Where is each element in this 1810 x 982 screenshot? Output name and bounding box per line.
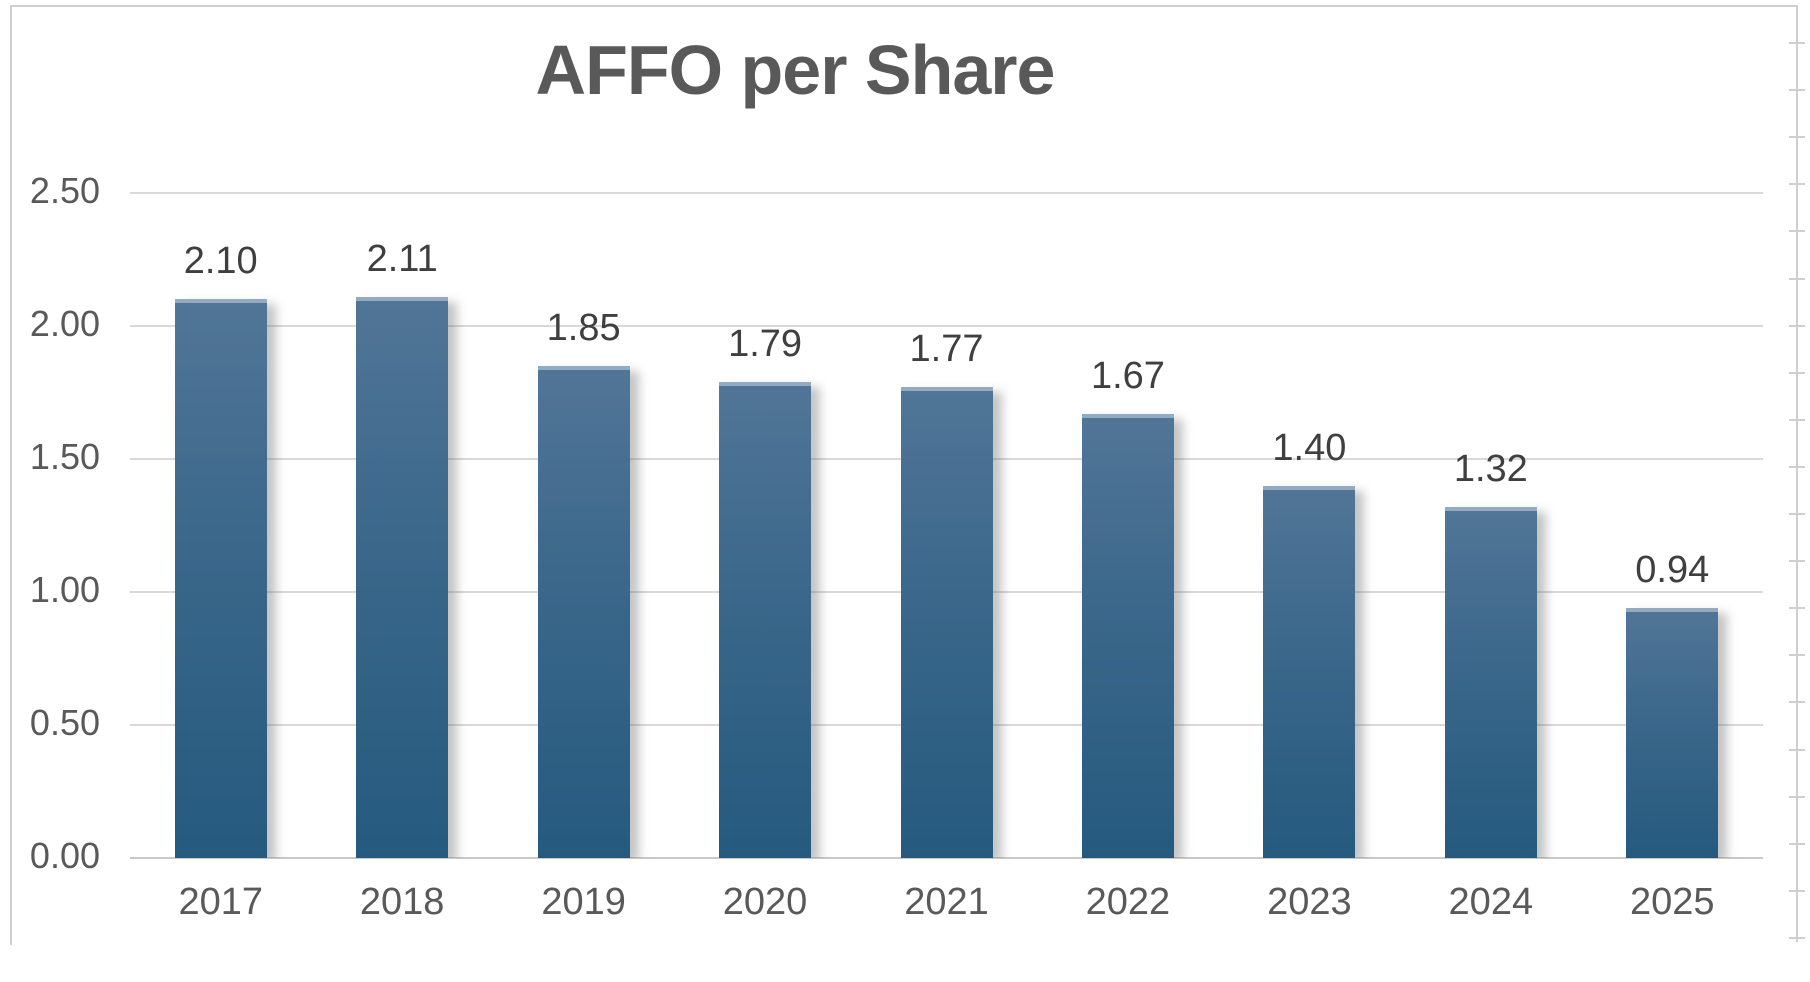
x-axis-baseline bbox=[130, 857, 1763, 859]
chart-frame-right-border bbox=[1796, 5, 1798, 942]
bars-layer bbox=[130, 193, 1763, 858]
bar-value-label: 1.79 bbox=[728, 322, 803, 365]
gridline bbox=[130, 192, 1763, 194]
gridline bbox=[130, 325, 1763, 327]
bar-2021 bbox=[900, 387, 993, 858]
bar-value-label: 2.10 bbox=[183, 240, 258, 283]
bar-value-label: 1.85 bbox=[546, 306, 621, 349]
right-axis-tick bbox=[1789, 42, 1805, 44]
bar-value-label: 2.11 bbox=[366, 237, 438, 280]
right-axis-tick bbox=[1789, 89, 1805, 92]
x-axis-label: 2017 bbox=[178, 881, 263, 923]
right-axis-tick bbox=[1789, 418, 1805, 421]
right-axis-tick bbox=[1789, 136, 1805, 139]
y-axis-label: 2.50 bbox=[29, 170, 100, 211]
bar-value-label: 0.94 bbox=[1635, 548, 1710, 591]
x-axis-label: 2020 bbox=[722, 881, 808, 923]
y-axis-label: 0.50 bbox=[29, 702, 100, 743]
y-axis-label: 2.00 bbox=[29, 303, 100, 344]
right-axis-tick bbox=[1789, 183, 1805, 186]
right-axis-tick bbox=[1789, 889, 1805, 892]
right-axis-tick bbox=[1789, 513, 1805, 515]
right-axis-tick bbox=[1789, 230, 1805, 233]
right-axis-tick bbox=[1789, 795, 1805, 798]
chart-title: AFFO per Share bbox=[535, 31, 1056, 109]
right-axis-tick bbox=[1789, 936, 1805, 939]
bar-value-label: 1.77 bbox=[909, 328, 984, 371]
y-axis-label: 1.00 bbox=[29, 569, 100, 610]
x-axis-label: 2022 bbox=[1085, 881, 1171, 923]
right-axis-tick bbox=[1789, 701, 1805, 704]
right-axis-tick bbox=[1789, 324, 1805, 327]
bar-2018 bbox=[356, 296, 449, 858]
right-axis-tick bbox=[1789, 371, 1805, 374]
y-axis-label: 0.00 bbox=[29, 835, 100, 876]
bar-2025 bbox=[1626, 607, 1719, 858]
x-axis-label: 2019 bbox=[541, 881, 626, 923]
bar-2017 bbox=[174, 299, 267, 858]
right-axis-tick bbox=[1789, 842, 1805, 845]
bar-2023 bbox=[1263, 485, 1356, 858]
chart-frame-top-border bbox=[10, 5, 1798, 7]
x-axis-label: 2018 bbox=[359, 881, 445, 923]
bar-value-label: 1.32 bbox=[1453, 447, 1528, 490]
right-axis-tick bbox=[1789, 654, 1805, 657]
right-axis-tick bbox=[1789, 465, 1805, 468]
x-axis-label: 2024 bbox=[1448, 881, 1534, 923]
right-axis-tick bbox=[1789, 607, 1805, 610]
bar-value-label: 1.40 bbox=[1272, 426, 1347, 469]
right-axis-tick bbox=[1789, 560, 1805, 563]
bar-2022 bbox=[1081, 413, 1174, 858]
bar-2024 bbox=[1444, 506, 1537, 858]
bar-2019 bbox=[537, 365, 630, 858]
y-axis-label: 1.50 bbox=[29, 436, 100, 477]
x-axis-label: 2025 bbox=[1629, 881, 1715, 923]
right-axis-tick bbox=[1789, 277, 1805, 280]
right-axis-tick bbox=[1789, 748, 1805, 751]
x-axis-label: 2023 bbox=[1267, 881, 1352, 923]
bar-value-label: 1.67 bbox=[1090, 354, 1165, 397]
chart-frame-left-border bbox=[10, 5, 12, 945]
x-axis-label: 2021 bbox=[904, 881, 989, 923]
bar-2020 bbox=[719, 381, 812, 858]
